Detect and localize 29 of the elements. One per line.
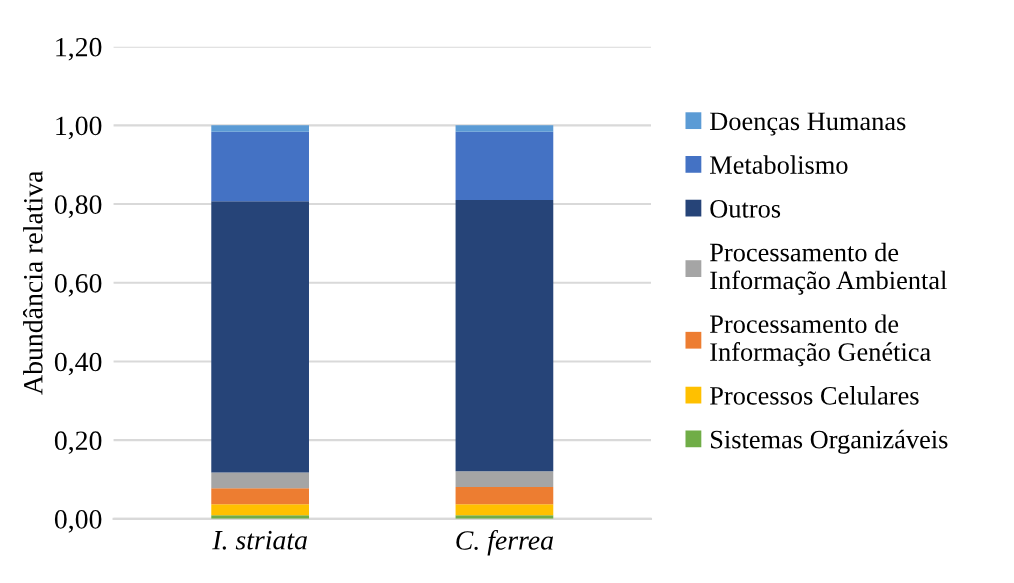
x-tick-label: C. ferrea (456, 529, 553, 556)
y-tick-label: 0,80 (54, 195, 102, 218)
y-tick-label: 0,40 (54, 352, 102, 376)
bar (211, 131, 309, 202)
legend-label: Doenças Humanas (710, 112, 906, 136)
y-tick-label: 1,00 (56, 116, 102, 140)
legend-label: Processos Celulares (710, 386, 919, 405)
legend-label: Sistemas Organizáveis (711, 429, 948, 454)
bar (211, 472, 309, 489)
y-tick-label: 1,20 (56, 37, 102, 61)
bar (211, 504, 309, 516)
legend-label: Processamento de Informação Ambiental (710, 242, 947, 295)
y-axis-title: Abundância relativa (23, 170, 43, 395)
bar (455, 125, 554, 132)
y-tick-label: 0,20 (54, 431, 102, 455)
bar (211, 488, 309, 505)
bar (211, 201, 309, 473)
bar (211, 125, 309, 132)
y-tick-label: 0,60 (54, 273, 102, 297)
bar (455, 131, 554, 201)
legend-label: Metabolismo (710, 155, 848, 174)
bar (455, 200, 554, 472)
y-tick-label: 0,00 (54, 510, 102, 533)
x-tick-label: I. striata (212, 530, 307, 550)
bar (455, 486, 554, 505)
legend-label: Processamento de Informação Genética (710, 314, 931, 367)
bar (455, 504, 554, 516)
legend-label: Outros (710, 199, 781, 218)
bar (455, 471, 554, 487)
